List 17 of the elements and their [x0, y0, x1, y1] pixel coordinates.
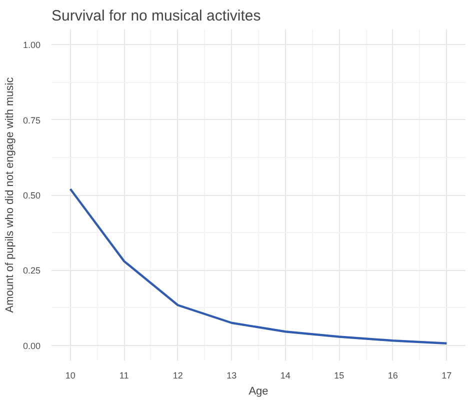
- line-series: [69, 188, 448, 344]
- y-tick-label: 0.25: [22, 266, 41, 276]
- x-tick-label: 13: [226, 370, 237, 380]
- y-tick-label: 0.50: [22, 190, 41, 200]
- x-tick-label: 10: [65, 370, 76, 380]
- x-tick-label: 11: [119, 370, 129, 380]
- x-tick-label: 14: [280, 370, 290, 380]
- y-tick-label: 1.00: [22, 40, 41, 50]
- y-tick-label: 0.00: [22, 340, 41, 351]
- x-tick-label: 12: [172, 370, 183, 380]
- x-axis-title: Age: [248, 386, 268, 398]
- x-tick-label: 17: [442, 370, 452, 380]
- x-tick-label: 15: [334, 370, 344, 380]
- y-axis-title: Amount of pupils who did not engage with music: [4, 76, 16, 313]
- y-tick-label: 0.75: [22, 115, 41, 126]
- chart-title: Survival for no musical activites: [52, 8, 261, 24]
- x-tick-label: 16: [388, 370, 398, 380]
